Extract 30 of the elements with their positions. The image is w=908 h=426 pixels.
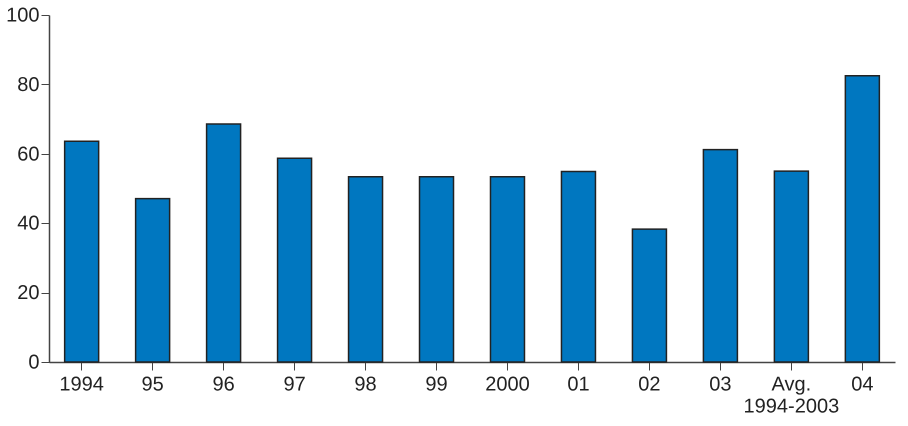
bar [702,148,738,363]
y-tick-label: 40 [17,212,40,235]
bar [632,228,668,363]
x-tick-label: 2000 [485,374,530,396]
x-tick-label: Avg. 1994-2003 [744,374,840,418]
y-tick-label: 20 [17,282,40,304]
x-tick-label: 04 [851,374,874,396]
bar [418,176,454,363]
bar [206,123,242,363]
x-tick-label: 99 [425,374,448,396]
y-tick-label: 100 [6,4,40,26]
x-tick-label: 01 [567,374,590,396]
bar [134,198,170,363]
x-tick-label: 03 [709,374,732,396]
x-tick-label: 98 [354,374,377,396]
bar [844,74,880,363]
x-tick-label: 1994 [59,374,104,396]
x-tick-label: 95 [141,374,164,396]
x-tick-label: 96 [212,374,235,396]
bar [774,170,810,363]
bar [64,140,100,363]
bar [490,176,526,363]
x-tick-label: 97 [283,374,306,396]
y-tick-label: 60 [17,143,40,166]
bar [276,158,312,363]
bar [348,176,384,363]
x-tick-label: 02 [638,374,661,396]
bar [560,170,596,363]
y-tick-label: 80 [17,74,40,96]
y-tick-label: 0 [28,352,40,374]
